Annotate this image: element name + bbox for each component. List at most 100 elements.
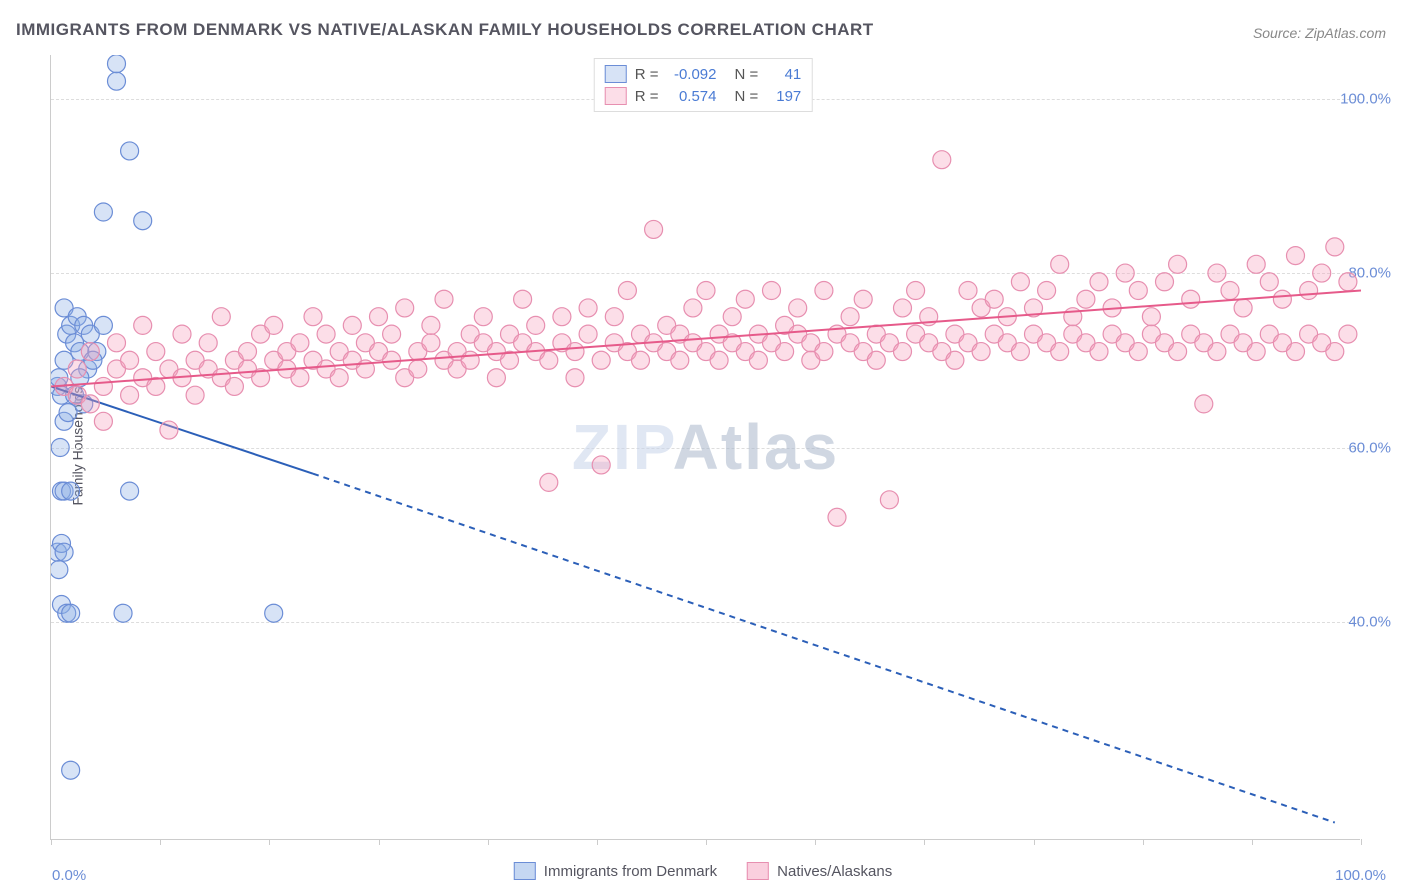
data-point	[671, 351, 689, 369]
data-point	[527, 316, 545, 334]
data-point	[330, 369, 348, 387]
data-point	[1208, 343, 1226, 361]
data-point	[62, 604, 80, 622]
legend-r-value: -0.092	[667, 66, 717, 83]
data-point	[487, 369, 505, 387]
data-point	[409, 360, 427, 378]
data-point	[1221, 282, 1239, 300]
data-point	[396, 299, 414, 317]
data-point	[147, 343, 165, 361]
data-point	[435, 290, 453, 308]
data-point	[108, 334, 126, 352]
data-point	[579, 299, 597, 317]
data-point	[108, 72, 126, 90]
data-point	[1195, 395, 1213, 413]
data-point	[1247, 255, 1265, 273]
plot-area: ZIPAtlas	[50, 55, 1360, 840]
data-point	[121, 351, 139, 369]
data-point	[592, 351, 610, 369]
data-point	[867, 351, 885, 369]
data-point	[291, 369, 309, 387]
data-point	[1011, 343, 1029, 361]
chart-title: IMMIGRANTS FROM DENMARK VS NATIVE/ALASKA…	[16, 20, 874, 40]
data-point	[343, 316, 361, 334]
data-point	[1169, 343, 1187, 361]
data-point	[959, 282, 977, 300]
data-point	[1116, 264, 1134, 282]
legend-row: R =0.574N =197	[605, 85, 802, 107]
data-point	[723, 308, 741, 326]
data-point	[1129, 343, 1147, 361]
legend-item: Immigrants from Denmark	[514, 862, 717, 880]
data-point	[985, 290, 1003, 308]
data-point	[776, 343, 794, 361]
data-point	[1011, 273, 1029, 291]
data-point	[894, 343, 912, 361]
data-point	[736, 290, 754, 308]
chart-container: IMMIGRANTS FROM DENMARK VS NATIVE/ALASKA…	[0, 0, 1406, 892]
legend-r-value: 0.574	[667, 88, 717, 105]
legend-n-value: 41	[766, 66, 801, 83]
data-point	[212, 308, 230, 326]
data-point	[1234, 299, 1252, 317]
data-point	[134, 316, 152, 334]
data-point	[1260, 273, 1278, 291]
data-point	[972, 343, 990, 361]
data-point	[62, 482, 80, 500]
data-point	[121, 386, 139, 404]
data-point	[907, 282, 925, 300]
data-point	[114, 604, 132, 622]
data-point	[592, 456, 610, 474]
data-point	[880, 491, 898, 509]
data-point	[697, 282, 715, 300]
data-point	[815, 282, 833, 300]
data-point	[854, 290, 872, 308]
data-point	[841, 308, 859, 326]
data-point	[1208, 264, 1226, 282]
data-point	[108, 55, 126, 73]
data-point	[566, 343, 584, 361]
legend-n-label: N =	[735, 88, 759, 105]
data-point	[291, 334, 309, 352]
data-point	[540, 351, 558, 369]
data-point	[51, 561, 68, 579]
data-point	[710, 351, 728, 369]
data-point	[618, 282, 636, 300]
legend-n-label: N =	[735, 66, 759, 83]
legend-swatch	[514, 862, 536, 880]
series-legend: Immigrants from DenmarkNatives/Alaskans	[514, 862, 892, 880]
data-point	[749, 351, 767, 369]
data-point	[684, 299, 702, 317]
data-point	[1129, 282, 1147, 300]
data-point	[540, 473, 558, 491]
legend-label: Immigrants from Denmark	[544, 863, 717, 880]
data-point	[94, 203, 112, 221]
data-point	[789, 299, 807, 317]
data-point	[1090, 273, 1108, 291]
data-point	[1287, 343, 1305, 361]
data-point	[121, 482, 139, 500]
data-point	[474, 308, 492, 326]
data-point	[383, 325, 401, 343]
legend-n-value: 197	[766, 88, 801, 105]
data-point	[1156, 273, 1174, 291]
data-point	[239, 343, 257, 361]
data-point	[946, 351, 964, 369]
data-point	[1339, 325, 1357, 343]
data-point	[68, 360, 86, 378]
data-point	[134, 212, 152, 230]
data-point	[1038, 282, 1056, 300]
data-point	[51, 439, 69, 457]
scatter-plot-svg	[51, 55, 1361, 840]
data-point	[422, 334, 440, 352]
data-point	[186, 386, 204, 404]
legend-swatch	[605, 87, 627, 105]
data-point	[1326, 343, 1344, 361]
data-point	[225, 377, 243, 395]
data-point	[304, 308, 322, 326]
data-point	[645, 220, 663, 238]
data-point	[579, 325, 597, 343]
data-point	[55, 543, 73, 561]
data-point	[605, 308, 623, 326]
data-point	[1077, 290, 1095, 308]
